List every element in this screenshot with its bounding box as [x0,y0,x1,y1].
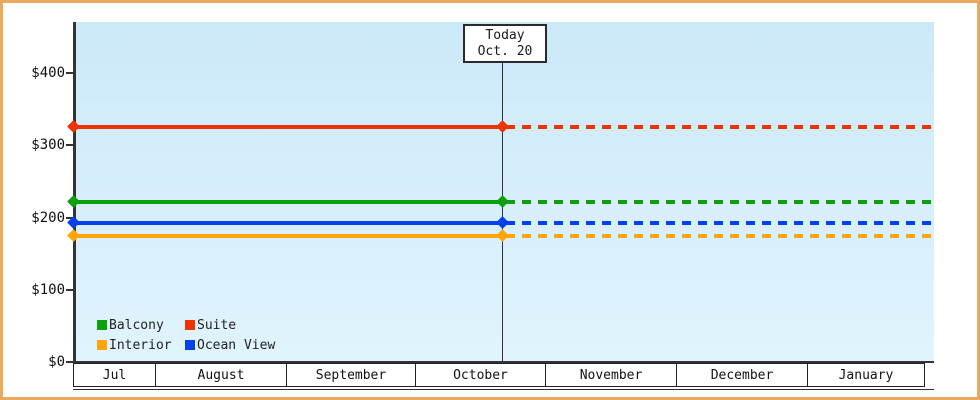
price-line-solid-balcony [74,199,503,204]
x-axis-baseline-lower [73,389,934,390]
legend-item-ocean-view: Ocean View [185,338,275,353]
legend-row-1: Balcony Suite [97,315,275,335]
y-axis-tick-0 [66,361,74,363]
price-line-dotted-interior [506,234,934,239]
month-cell-january: January [807,363,925,387]
y-axis-label-100: $100 [31,281,65,298]
y-axis-tick-200 [66,216,74,219]
price-line-solid-suite [74,125,503,130]
price-line-solid-ocean-view [74,220,503,225]
plot-area-background [74,22,934,362]
ocean-view-color-swatch-icon [185,340,195,350]
y-axis-label-300: $300 [31,137,65,154]
x-axis-month-row: Jul August September October November Decembe… [73,363,925,387]
today-annotation-line1: Today [485,27,525,43]
y-axis-line [73,22,76,363]
month-cell-jul: Jul [73,363,156,387]
price-line-dotted-balcony [506,199,934,204]
month-cell-november: November [545,363,677,387]
legend-label-suite: Suite [197,317,237,333]
month-cell-august: August [155,363,287,387]
interior-color-swatch-icon [97,340,107,350]
today-annotation-line2: Oct. 20 [477,43,533,59]
month-cell-september: September [286,363,416,387]
month-cell-october: October [415,363,546,387]
legend-label-interior: Interior [109,337,172,353]
balcony-color-swatch-icon [97,320,107,330]
price-history-chart: $0 $100 $200 $300 $400 [3,3,977,397]
price-line-dotted-ocean-view [506,220,934,225]
price-line-solid-interior [74,234,503,239]
price-line-dotted-suite [506,125,934,130]
legend-item-suite: Suite [185,318,236,333]
y-axis-label-400: $400 [31,65,65,81]
legend-label-ocean-view: Ocean View [197,337,276,353]
y-axis-tick-100 [66,288,74,291]
suite-color-swatch-icon [185,320,195,330]
month-cell-december: December [676,363,808,387]
y-axis-tick-300 [66,144,74,147]
y-axis-tick-400 [66,72,74,74]
legend-label-balcony: Balcony [109,317,164,333]
today-vertical-line [502,62,503,362]
y-axis-label-0: $0 [48,354,65,370]
x-axis-line [73,361,934,363]
legend-item-interior: Interior [97,338,185,353]
chart-legend: Balcony Suite Interior Ocean View [97,315,275,355]
legend-item-balcony: Balcony [97,318,185,333]
y-axis-label-200: $200 [31,209,65,226]
today-annotation-box: Today Oct. 20 [463,24,547,63]
legend-row-2: Interior Ocean View [97,335,275,355]
